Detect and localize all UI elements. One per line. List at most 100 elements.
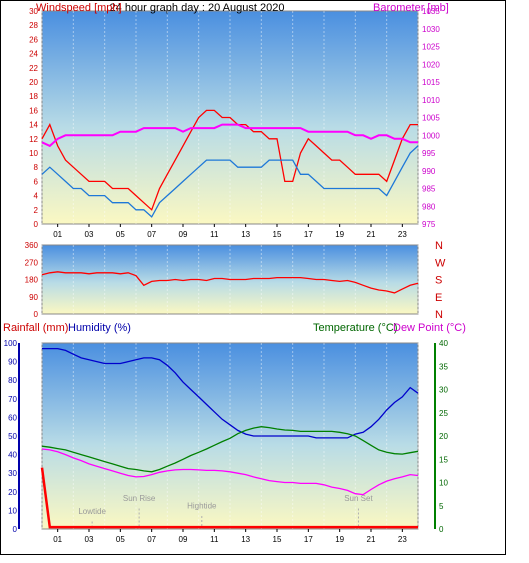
hour-label-01: 01 <box>53 230 62 239</box>
hour-label-09: 09 <box>179 230 188 239</box>
dewpoint-axis-label: Dew Point (°C) <box>393 322 466 334</box>
temperature-tick-5: 5 <box>439 502 444 511</box>
barometer-tick-1020: 1020 <box>422 60 440 69</box>
temperature-tick-35: 35 <box>439 362 448 371</box>
humidity-tick-10: 10 <box>8 506 17 515</box>
humidity-tick-50: 50 <box>8 432 17 441</box>
hour-label-01: 01 <box>53 535 62 544</box>
annotation-sun-rise: Sun Rise <box>123 494 156 503</box>
direction-tick-90: 90 <box>29 293 38 302</box>
hour-label-21: 21 <box>367 535 376 544</box>
direction-tick-0: 0 <box>34 310 39 319</box>
humidity-tick-0: 0 <box>13 525 18 534</box>
hour-label-13: 13 <box>241 535 250 544</box>
windspeed-tick-8: 8 <box>34 163 39 172</box>
barometer-tick-1015: 1015 <box>422 78 440 87</box>
humidity-tick-40: 40 <box>8 451 17 460</box>
humidity-tick-30: 30 <box>8 469 17 478</box>
weather-graphs: 24 hour graph day : 20 August 2020 Winds… <box>3 2 466 544</box>
temperature-axis-label: Temperature (°C) <box>313 322 397 334</box>
barometer-tick-labels: 975 980 985 990 995 1000 1005 1010 1015 1020 1025 1… <box>422 7 440 229</box>
barometer-tick-980: 980 <box>422 202 436 211</box>
direction-tick-270: 270 <box>25 258 39 267</box>
windspeed-tick-2: 2 <box>34 206 39 215</box>
windspeed-axis-label: Windspeed [mph] <box>36 2 122 14</box>
direction-degree-labels: 0 90 180 270 360 <box>25 241 39 319</box>
windspeed-tick-22: 22 <box>29 64 38 73</box>
wind-direction-line <box>41 271 419 294</box>
annotation-sun-set: Sun Set <box>344 494 373 503</box>
annotation-hightide: Hightide <box>187 502 217 511</box>
hour-label-05: 05 <box>116 230 125 239</box>
barometer-tick-1035: 1035 <box>422 7 440 16</box>
humidity-tick-90: 90 <box>8 358 17 367</box>
wind-hour-labels: 01 03 05 07 09 11 13 15 17 19 21 23 <box>53 224 407 239</box>
barometer-tick-975: 975 <box>422 220 436 229</box>
hour-label-17: 17 <box>304 535 313 544</box>
gust-line <box>41 109 418 211</box>
temperature-tick-labels: 0 5 10 15 20 25 30 35 40 <box>439 339 448 534</box>
windspeed-tick-26: 26 <box>29 35 38 44</box>
hour-label-23: 23 <box>398 535 407 544</box>
tide-sun-annotations: Lowtide Sun Rise Hightide Sun Set <box>78 494 373 529</box>
barometer-tick-985: 985 <box>422 185 436 194</box>
temperature-tick-0: 0 <box>439 525 444 534</box>
temperature-tick-40: 40 <box>439 339 448 348</box>
windspeed-tick-30: 30 <box>29 7 38 16</box>
hour-label-13: 13 <box>241 230 250 239</box>
compass-s-label: S <box>435 275 442 287</box>
humidity-tick-70: 70 <box>8 395 17 404</box>
humidity-axis-label: Humidity (%) <box>68 322 131 334</box>
windspeed-tick-14: 14 <box>29 121 38 130</box>
hour-label-07: 07 <box>147 230 156 239</box>
humidity-tick-100: 100 <box>4 339 18 348</box>
hour-label-15: 15 <box>273 230 282 239</box>
direction-series <box>41 271 419 294</box>
barometer-tick-990: 990 <box>422 167 436 176</box>
wind-barometer-chart: 24 hour graph day : 20 August 2020 Winds… <box>29 2 449 239</box>
dew-point-line <box>41 448 419 496</box>
direction-gridlines <box>41 245 419 314</box>
barometer-axis-label: Barometer [mb] <box>373 2 449 14</box>
compass-e-label: E <box>435 292 442 304</box>
rainfall-axis-label: Rainfall (mm) <box>3 322 68 334</box>
hour-label-09: 09 <box>179 535 188 544</box>
humidity-temperature-chart: Rainfall (mm) Humidity (%) Temperature (… <box>3 322 466 544</box>
hour-label-21: 21 <box>367 230 376 239</box>
barometer-tick-995: 995 <box>422 149 436 158</box>
humidity-tick-20: 20 <box>8 488 17 497</box>
humidity-tick-80: 80 <box>8 376 17 385</box>
barometer-tick-1000: 1000 <box>422 131 440 140</box>
barometer-tick-1025: 1025 <box>422 43 440 52</box>
hour-label-15: 15 <box>273 535 282 544</box>
temperature-tick-25: 25 <box>439 409 448 418</box>
temperature-tick-15: 15 <box>439 455 448 464</box>
windspeed-tick-12: 12 <box>29 135 38 144</box>
barometer-line <box>41 123 418 148</box>
humidity-series <box>40 347 419 529</box>
windspeed-tick-0: 0 <box>34 220 39 229</box>
windspeed-tick-10: 10 <box>29 149 38 158</box>
hour-label-19: 19 <box>335 535 344 544</box>
compass-w-label: W <box>435 257 446 269</box>
wind-series <box>41 109 419 218</box>
rainfall-line <box>40 467 418 529</box>
hour-label-23: 23 <box>398 230 407 239</box>
temperature-tick-30: 30 <box>439 386 448 395</box>
humidity-tick-60: 60 <box>8 413 17 422</box>
chart-frame: 24 hour graph day : 20 August 2020 Winds… <box>0 0 506 555</box>
compass-n-label: N <box>435 309 443 321</box>
humidity-line <box>42 347 419 439</box>
average-line <box>41 145 419 218</box>
temperature-tick-20: 20 <box>439 432 448 441</box>
windspeed-tick-6: 6 <box>34 177 39 186</box>
windspeed-tick-16: 16 <box>29 106 38 115</box>
barometer-tick-1030: 1030 <box>422 25 440 34</box>
annotation-lowtide: Lowtide <box>78 507 106 516</box>
hour-label-03: 03 <box>85 230 94 239</box>
humidity-hour-labels: 01 03 05 07 09 11 13 15 17 19 21 23 <box>53 529 407 544</box>
temperature-line <box>41 426 419 473</box>
